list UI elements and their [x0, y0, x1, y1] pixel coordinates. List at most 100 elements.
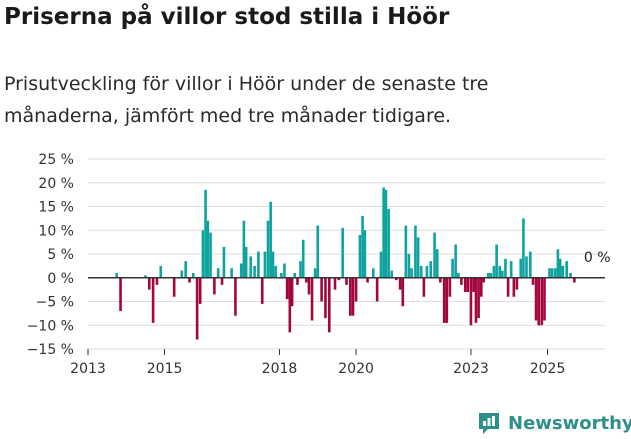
bar	[244, 246, 248, 278]
bar	[266, 220, 270, 278]
bar	[445, 277, 449, 323]
bar	[299, 261, 302, 278]
bar	[569, 273, 572, 278]
bar	[269, 201, 272, 278]
bar	[565, 261, 568, 278]
bar	[492, 265, 496, 278]
bar	[253, 265, 256, 278]
bar	[290, 277, 294, 307]
y-tick-label: −10 %	[27, 318, 74, 334]
bar	[561, 265, 565, 278]
bar	[422, 277, 426, 297]
bar	[358, 235, 362, 278]
bar	[280, 273, 283, 278]
y-tick-label: 15 %	[38, 200, 74, 216]
bar	[548, 268, 551, 278]
bar	[454, 244, 457, 278]
bar	[307, 277, 311, 295]
bar	[201, 230, 205, 278]
bar	[242, 220, 246, 278]
y-tick-label: −15 %	[27, 342, 74, 358]
page-title: Priserna på villor stod stilla i Höör	[4, 4, 450, 30]
bar	[414, 225, 417, 278]
bar	[172, 277, 176, 297]
x-tick-label: 2013	[70, 361, 106, 377]
bar	[439, 277, 442, 283]
bar	[387, 208, 390, 278]
bar	[310, 277, 314, 321]
bar	[204, 189, 207, 278]
bar	[398, 277, 402, 290]
brand-logo: Newsworthy	[476, 410, 631, 436]
bar	[147, 277, 151, 290]
bar	[501, 270, 504, 278]
y-tick-label: 10 %	[38, 223, 74, 239]
newsworthy-logo-icon	[479, 413, 499, 434]
bar	[239, 263, 243, 278]
bar	[313, 268, 317, 278]
bar	[180, 270, 184, 278]
bar	[304, 277, 308, 283]
y-tick-label: 5 %	[47, 247, 74, 263]
bar	[213, 277, 216, 295]
bar	[209, 232, 212, 278]
bar	[351, 277, 355, 316]
bar	[379, 251, 383, 278]
bar	[435, 249, 439, 278]
bar	[349, 277, 352, 316]
bar	[537, 277, 541, 326]
bar	[477, 277, 480, 319]
bar	[522, 218, 525, 278]
y-tick-label: 25 %	[38, 152, 74, 168]
bar	[337, 277, 341, 281]
bar	[220, 277, 224, 285]
bar	[504, 258, 507, 278]
bar	[515, 277, 519, 290]
bar	[480, 277, 483, 297]
bar	[401, 277, 405, 307]
bar	[260, 277, 264, 304]
bar	[234, 277, 237, 316]
bar	[482, 277, 485, 283]
bars	[115, 187, 576, 340]
bar	[519, 258, 523, 278]
bar	[333, 277, 337, 290]
bar	[525, 256, 528, 278]
bar	[363, 230, 367, 278]
x-tick-label: 2023	[453, 361, 489, 377]
x-tick-label: 2020	[338, 361, 374, 377]
y-tick-label: −5 %	[36, 295, 74, 311]
bar	[531, 277, 535, 285]
bar	[320, 277, 323, 302]
bar	[195, 277, 199, 340]
bar	[271, 251, 275, 278]
bar	[345, 277, 348, 285]
bar	[486, 273, 490, 278]
bar	[558, 258, 562, 278]
bar	[469, 277, 473, 326]
bar	[144, 275, 147, 278]
bar	[206, 220, 210, 278]
x-tick-label: 2015	[147, 361, 183, 377]
bar	[382, 187, 385, 278]
bar	[192, 273, 195, 278]
bar	[425, 265, 429, 278]
bar	[529, 251, 532, 278]
bar	[442, 277, 446, 323]
bar	[375, 277, 379, 302]
bar	[573, 277, 576, 283]
bar	[257, 251, 260, 278]
bar	[448, 277, 452, 297]
bar	[249, 256, 253, 278]
bar	[151, 277, 155, 323]
bar	[404, 225, 408, 278]
chart-subtitle: Prisutveckling för villor i Höör under d…	[4, 73, 489, 127]
bar	[155, 277, 159, 285]
bar	[429, 261, 433, 278]
bar	[324, 277, 327, 319]
bar	[466, 277, 470, 292]
bar	[550, 268, 554, 278]
bar	[543, 277, 546, 321]
bar	[188, 277, 191, 283]
bar	[361, 216, 364, 278]
